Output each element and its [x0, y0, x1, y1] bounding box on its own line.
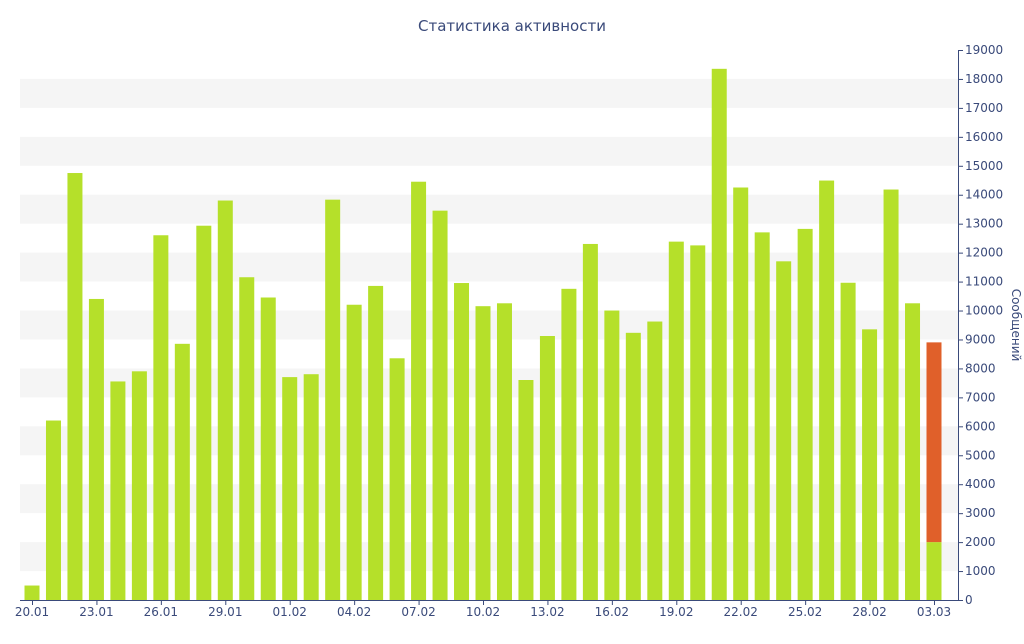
bar — [862, 329, 878, 600]
x-tick-label: 22.02 — [724, 605, 758, 619]
y-tick-label: 14000 — [965, 188, 1003, 202]
x-tick-label: 20.01 — [15, 605, 49, 619]
x-tick-label: 07.02 — [401, 605, 435, 619]
bar — [411, 181, 427, 600]
axes: 0 1000 2000 3000 4000 5000 6000 7000 8000 9000 100… — [15, 43, 1003, 619]
bar — [239, 277, 255, 600]
y-tick-label: 12000 — [965, 246, 1003, 260]
y-tick-label: 13000 — [965, 217, 1003, 231]
chart-title: Статистика активности — [418, 17, 606, 35]
bar — [733, 187, 749, 600]
x-tick-label: 19.02 — [659, 605, 693, 619]
x-tick-label: 28.02 — [852, 605, 886, 619]
y-tick-label: 1000 — [965, 564, 996, 578]
x-tick-label: 10.02 — [466, 605, 500, 619]
y-tick-label: 4000 — [965, 477, 996, 491]
x-tick-label: 04.02 — [337, 605, 371, 619]
x-tick-label: 01.02 — [273, 605, 307, 619]
bar — [797, 228, 813, 600]
bar — [110, 381, 126, 600]
bar — [45, 420, 61, 600]
bar — [67, 173, 83, 600]
bar — [539, 336, 555, 600]
bar — [454, 283, 470, 600]
y-tick-label: 0 — [965, 593, 973, 607]
bar — [88, 298, 104, 600]
y-tick-label: 5000 — [965, 448, 996, 462]
bar — [346, 304, 362, 600]
x-tick-label: 03.03 — [917, 605, 951, 619]
bar — [368, 285, 384, 600]
bar-current-day — [926, 342, 942, 543]
bar — [475, 306, 491, 600]
y-tick-label: 3000 — [965, 506, 996, 520]
bar — [174, 343, 190, 600]
y-tick-label: 6000 — [965, 419, 996, 433]
x-tick-label: 13.02 — [530, 605, 564, 619]
y-tick-label: 7000 — [965, 390, 996, 404]
bar — [754, 232, 770, 600]
bar — [840, 282, 856, 600]
y-tick-label: 10000 — [965, 304, 1003, 318]
grid-band — [20, 136, 958, 166]
bar — [303, 374, 319, 600]
bar — [196, 225, 212, 600]
x-tick-label: 25.02 — [788, 605, 822, 619]
bar — [389, 358, 405, 600]
bar — [217, 200, 233, 600]
y-tick-label: 16000 — [965, 130, 1003, 144]
bar — [432, 210, 448, 600]
y-tick-label: 19000 — [965, 43, 1003, 57]
bar — [24, 585, 40, 600]
x-tick-label: 16.02 — [595, 605, 629, 619]
y-tick-label: 15000 — [965, 159, 1003, 173]
y-tick-label: 17000 — [965, 101, 1003, 115]
bar — [883, 189, 899, 600]
y-tick-label: 2000 — [965, 535, 996, 549]
x-tick-label: 23.01 — [79, 605, 113, 619]
bar — [561, 288, 577, 600]
x-tick-label: 26.01 — [144, 605, 178, 619]
bar — [282, 377, 298, 600]
bar — [496, 303, 512, 600]
y-tick-label: 18000 — [965, 72, 1003, 86]
y-tick-label: 9000 — [965, 332, 996, 346]
bar — [153, 235, 169, 600]
grid-band — [20, 194, 958, 224]
y-axis-title: Сообщений — [1009, 289, 1023, 362]
bar — [582, 243, 598, 600]
bar — [905, 303, 921, 600]
bar — [711, 68, 727, 600]
grid-band — [20, 78, 958, 108]
bar — [819, 180, 835, 601]
bar — [325, 199, 341, 600]
bar — [776, 261, 792, 600]
y-tick-label: 8000 — [965, 361, 996, 375]
y-tick-label: 11000 — [965, 275, 1003, 289]
bar — [518, 380, 534, 600]
bar — [668, 241, 684, 600]
x-tick-label: 29.01 — [208, 605, 242, 619]
bar — [625, 332, 641, 600]
bar — [647, 321, 663, 600]
bar — [131, 371, 147, 600]
bar-series — [24, 68, 942, 601]
bar — [690, 245, 706, 600]
bar — [604, 310, 620, 600]
bar — [926, 542, 942, 600]
bar — [260, 297, 276, 600]
